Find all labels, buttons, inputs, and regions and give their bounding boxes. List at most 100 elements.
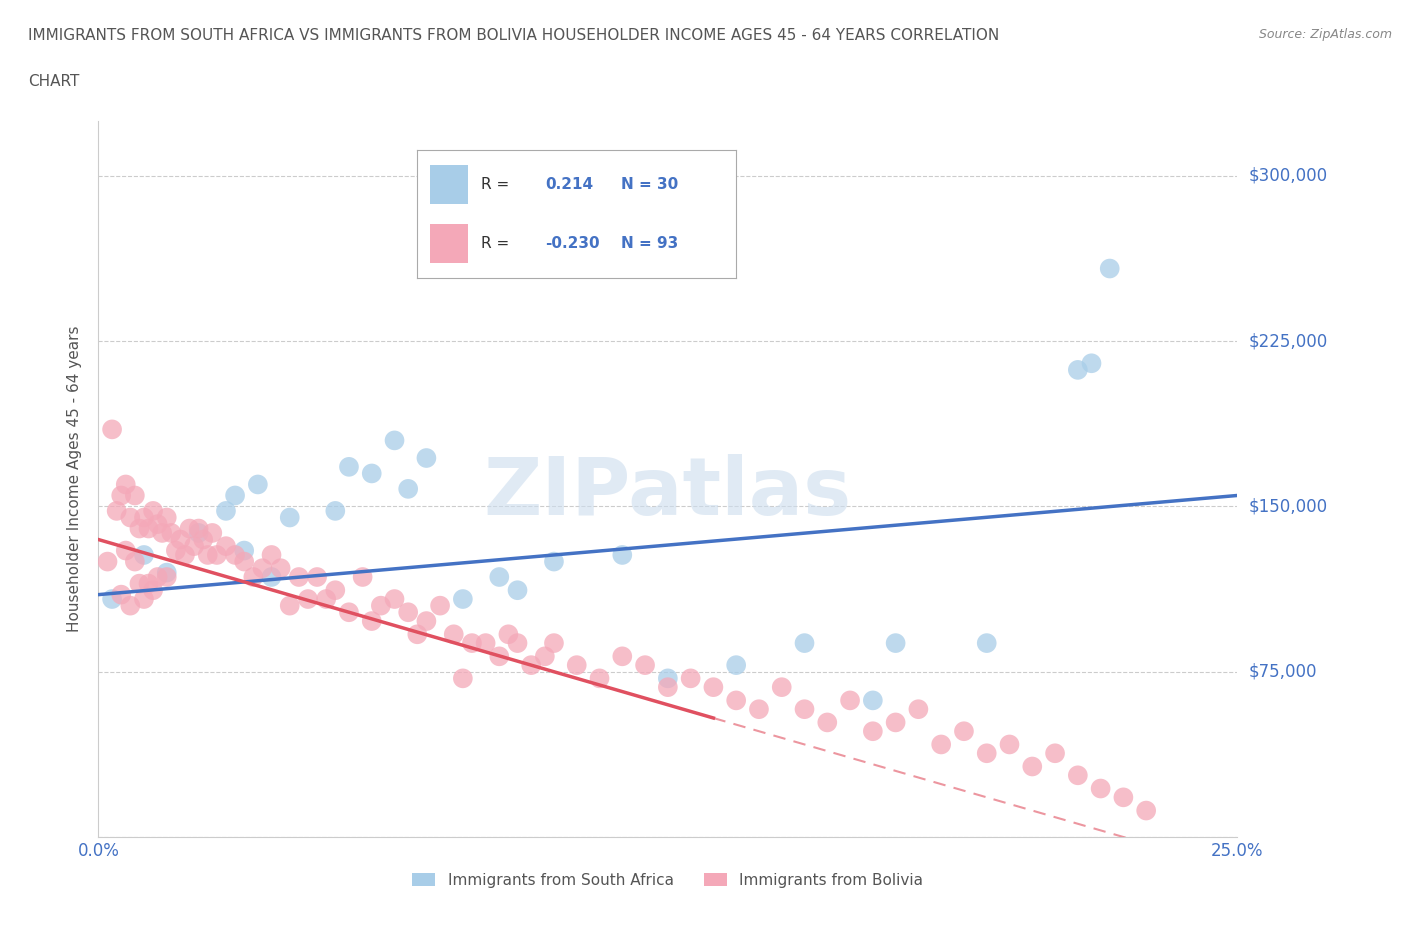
Point: [612, 649, 634, 664]
Point: [976, 746, 998, 761]
Point: [337, 459, 360, 474]
Point: [488, 649, 510, 664]
Point: [543, 636, 565, 651]
Point: [1021, 759, 1043, 774]
Point: [179, 521, 201, 536]
Point: [150, 525, 173, 540]
Point: [270, 561, 292, 576]
Point: [114, 477, 136, 492]
Y-axis label: Householder Income Ages 45 - 64 years: Householder Income Ages 45 - 64 years: [67, 326, 83, 632]
Point: [953, 724, 976, 738]
Point: [156, 565, 179, 580]
Point: [360, 614, 382, 629]
Point: [443, 627, 465, 642]
Point: [451, 591, 474, 606]
Point: [862, 693, 884, 708]
Point: [138, 577, 160, 591]
Point: [725, 658, 748, 672]
Point: [588, 671, 610, 685]
Point: [725, 693, 748, 708]
Point: [187, 521, 209, 536]
Point: [1067, 768, 1090, 783]
Point: [124, 488, 146, 503]
Point: [224, 548, 246, 563]
Point: [288, 569, 311, 584]
Point: [120, 598, 142, 613]
Point: [156, 510, 179, 525]
Point: [929, 737, 952, 751]
Point: [165, 543, 187, 558]
Point: [315, 591, 337, 606]
Point: [520, 658, 543, 672]
Point: [307, 569, 329, 584]
Point: [612, 548, 634, 563]
Point: [360, 466, 382, 481]
Point: [396, 482, 419, 497]
Point: [101, 591, 124, 606]
Point: [215, 538, 238, 553]
Point: [815, 715, 838, 730]
Point: [1090, 781, 1112, 796]
Point: [1067, 363, 1090, 378]
Point: [862, 724, 884, 738]
Point: [1043, 746, 1066, 761]
Point: [224, 488, 246, 503]
Point: [793, 636, 815, 651]
Point: [128, 577, 150, 591]
Point: [1135, 804, 1157, 818]
Point: [187, 525, 209, 540]
Point: [124, 554, 146, 569]
Point: [907, 702, 929, 717]
Point: [169, 532, 191, 547]
Point: [96, 554, 118, 569]
Point: [132, 591, 155, 606]
Text: $75,000: $75,000: [1249, 663, 1317, 681]
Text: $225,000: $225,000: [1249, 332, 1327, 351]
Point: [384, 591, 406, 606]
Point: [1098, 261, 1121, 276]
Point: [323, 583, 346, 598]
Point: [352, 569, 374, 584]
Text: CHART: CHART: [28, 74, 80, 89]
Point: [384, 433, 406, 448]
Point: [506, 636, 529, 651]
Point: [174, 548, 197, 563]
Point: [128, 521, 150, 536]
Point: [461, 636, 484, 651]
Point: [884, 715, 907, 730]
Point: [337, 604, 360, 619]
Point: [884, 636, 907, 651]
Point: [160, 525, 183, 540]
Text: IMMIGRANTS FROM SOUTH AFRICA VS IMMIGRANTS FROM BOLIVIA HOUSEHOLDER INCOME AGES : IMMIGRANTS FROM SOUTH AFRICA VS IMMIGRAN…: [28, 28, 1000, 43]
Point: [998, 737, 1021, 751]
Point: [793, 702, 815, 717]
Point: [193, 532, 215, 547]
Point: [105, 503, 128, 518]
Point: [197, 548, 219, 563]
Point: [506, 583, 529, 598]
Point: [183, 538, 205, 553]
Text: ZIPatlas: ZIPatlas: [484, 454, 852, 532]
Point: [114, 543, 136, 558]
Point: [451, 671, 474, 685]
Point: [297, 591, 319, 606]
Point: [474, 636, 496, 651]
Point: [233, 554, 256, 569]
Point: [634, 658, 657, 672]
Point: [488, 569, 510, 584]
Point: [201, 525, 224, 540]
Point: [146, 569, 169, 584]
Point: [679, 671, 702, 685]
Point: [415, 614, 437, 629]
Point: [396, 604, 419, 619]
Point: [252, 561, 274, 576]
Point: [146, 517, 169, 532]
Point: [260, 569, 283, 584]
Point: [215, 503, 238, 518]
Legend: Immigrants from South Africa, Immigrants from Bolivia: Immigrants from South Africa, Immigrants…: [406, 867, 929, 894]
Point: [142, 503, 165, 518]
Point: [246, 477, 269, 492]
Point: [1112, 790, 1135, 804]
Point: [205, 548, 228, 563]
Point: [233, 543, 256, 558]
